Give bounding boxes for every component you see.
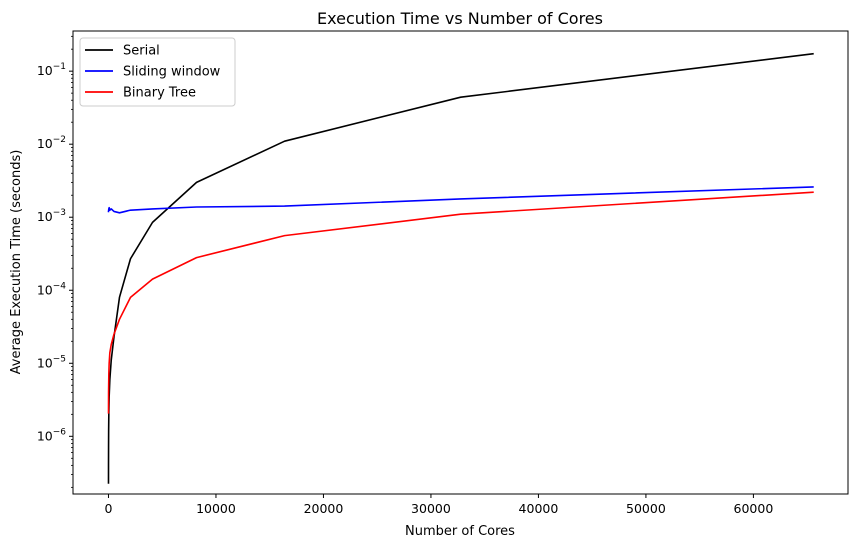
legend-label-serial: Serial (123, 44, 160, 59)
x-tick-label: 0 (104, 501, 112, 516)
legend-label-binary-tree: Binary Tree (123, 86, 196, 101)
legend-label-sliding-window: Sliding window (123, 65, 221, 80)
x-tick-label: 50000 (626, 501, 666, 516)
y-tick-label: 10−3 (37, 208, 66, 224)
x-tick-label: 30000 (411, 501, 451, 516)
x-tick-label: 10000 (196, 501, 236, 516)
x-tick-label: 60000 (734, 501, 774, 516)
y-tick-label: 10−6 (37, 427, 66, 443)
plot-frame (72, 30, 849, 495)
legend: Serial Sliding window Binary Tree (79, 37, 236, 107)
x-axis-label: Number of Cores (405, 524, 515, 539)
legend-box (79, 37, 236, 107)
y-tick-label: 10−2 (37, 135, 66, 151)
y-tick-label: 10−1 (37, 62, 66, 78)
y-tick-label: 10−4 (37, 281, 66, 297)
x-tick-label: 20000 (304, 501, 344, 516)
series-line-binary-tree (107, 191, 814, 414)
legend-items: Serial Sliding window Binary Tree (85, 44, 221, 101)
y-axis-ticks: 10−6 10−5 10−4 10−3 10−2 10−1 (37, 35, 73, 488)
x-axis-ticks: 0 10000 20000 30000 40000 50000 60000 (104, 494, 773, 516)
plot-background (73, 31, 848, 494)
chart-title: Execution Time vs Number of Cores (317, 9, 603, 28)
plot-area (72, 30, 849, 495)
y-tick-label: 10−5 (37, 354, 66, 370)
x-tick-label: 40000 (519, 501, 559, 516)
y-axis-label: Average Execution Time (seconds) (9, 150, 24, 375)
series-layer (107, 52, 814, 484)
series-line-sliding-window (107, 186, 814, 214)
series-line-serial (107, 52, 814, 484)
